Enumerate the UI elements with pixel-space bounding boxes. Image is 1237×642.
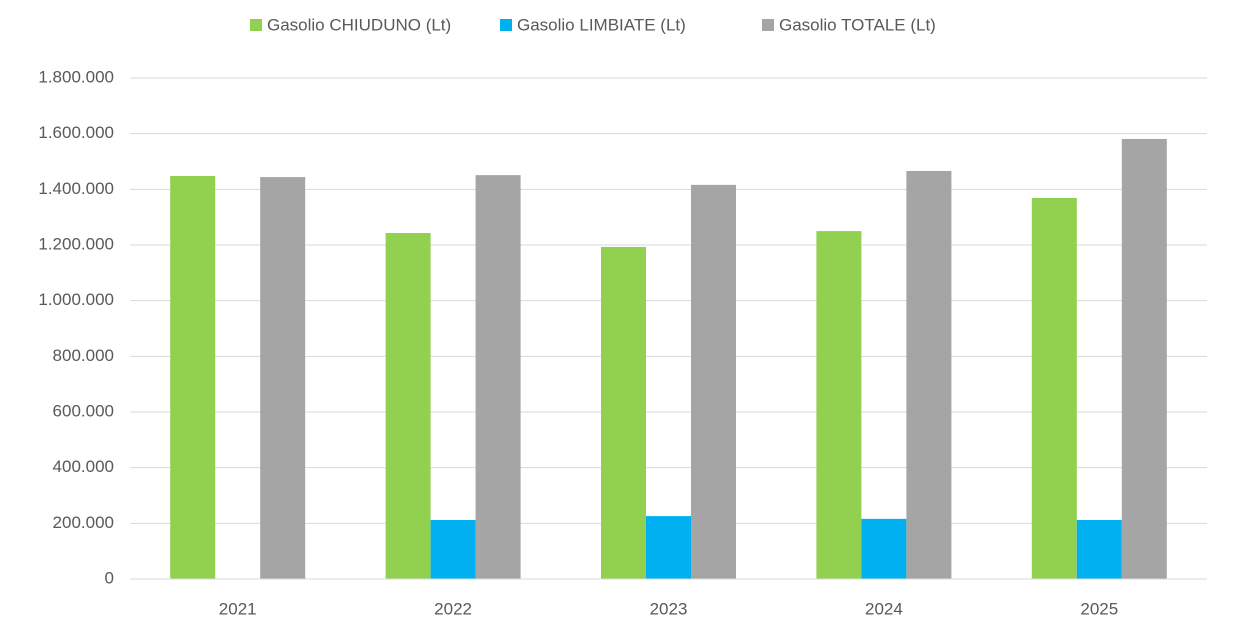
x-tick-label: 2025 [1080,599,1118,618]
y-tick-label: 1.800.000 [38,67,114,86]
y-tick-label: 1.000.000 [38,290,114,309]
bar [646,516,691,579]
bar [906,170,952,580]
legend-swatch [500,19,512,31]
legend-swatch [250,19,262,31]
y-tick-label: 0 [105,568,114,587]
y-tick-label: 400.000 [53,457,114,476]
bar [601,246,646,579]
bar [1121,138,1167,579]
y-tick-label: 1.600.000 [38,123,114,142]
bar [1076,519,1122,579]
legend-label: Gasolio LIMBIATE (Lt) [517,15,686,34]
y-tick-label: 1.400.000 [38,179,114,198]
y-tick-label: 600.000 [53,401,114,420]
bar [430,519,476,579]
x-tick-label: 2024 [865,599,903,618]
bar [691,184,736,579]
bar [816,231,862,580]
legend-label: Gasolio TOTALE (Lt) [779,15,936,34]
y-tick-label: 800.000 [53,346,114,365]
x-tick-label: 2022 [434,599,472,618]
bar [170,175,216,579]
y-tick-label: 1.200.000 [38,234,114,253]
bar [385,233,431,579]
x-tick-label: 2021 [219,599,257,618]
bar [861,518,907,579]
bar [475,175,521,579]
legend-label: Gasolio CHIUDUNO (Lt) [267,15,451,34]
legend-swatch [762,19,774,31]
bar [260,177,306,579]
bar [1031,197,1077,579]
x-tick-label: 2023 [650,599,688,618]
y-tick-label: 200.000 [53,513,114,532]
